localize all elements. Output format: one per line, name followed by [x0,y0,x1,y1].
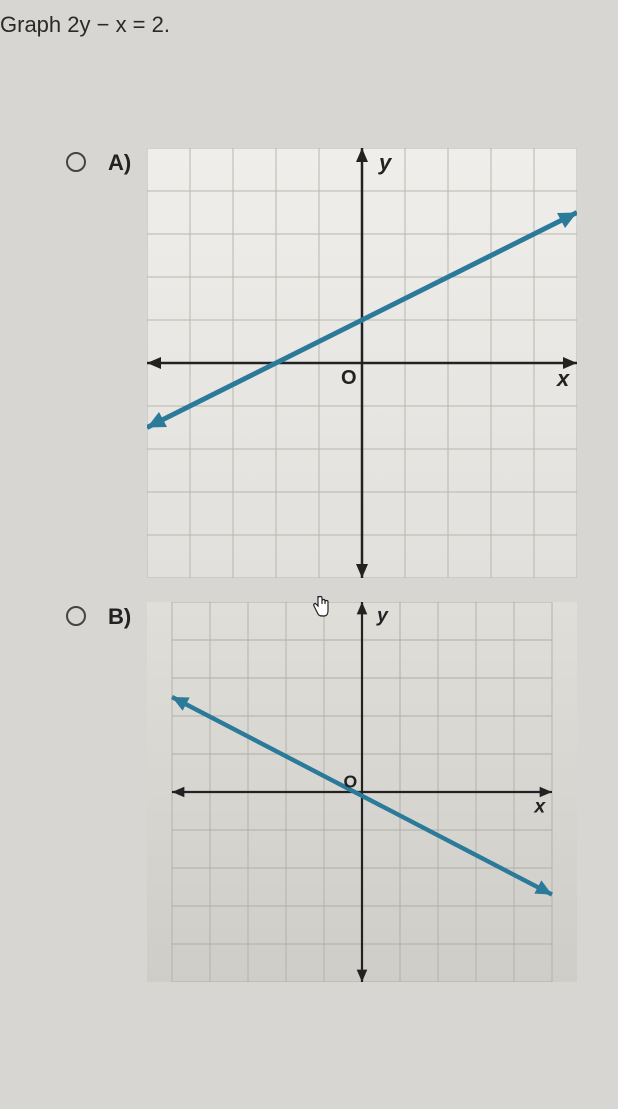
question-text: Graph 2y − x = 2. [0,12,618,38]
chart-a-y-label: y [378,150,393,175]
chart-b-y-axis-arrow-up [357,602,368,614]
chart-b-y-axis-arrow-down [357,970,368,982]
worksheet-page: Graph 2y − x = 2. A) [0,0,618,982]
option-b-row: B) [0,602,618,982]
chart-a: y x O [147,148,577,578]
chart-a-x-label: x [556,366,570,391]
option-a-label: A) [108,150,131,176]
chart-a-origin-label: O [341,367,357,389]
radio-b[interactable] [66,606,86,626]
radio-a[interactable] [66,152,86,172]
chart-b-x-axis-arrow-left [172,787,184,798]
cursor-hand-icon [310,594,332,624]
chart-b-svg: y x O [147,602,577,982]
y-axis-arrow-up [356,148,368,162]
option-a-row: A) [0,148,618,578]
chart-a-svg: y x O [147,148,577,578]
chart-b-y-label: y [376,604,389,626]
option-b-label: B) [108,604,131,630]
x-axis-arrow-left [147,357,161,369]
chart-b-origin-label: O [344,772,358,792]
y-axis-arrow-down [356,564,368,578]
chart-b: y x O [147,602,577,982]
chart-b-x-label: x [534,795,547,817]
